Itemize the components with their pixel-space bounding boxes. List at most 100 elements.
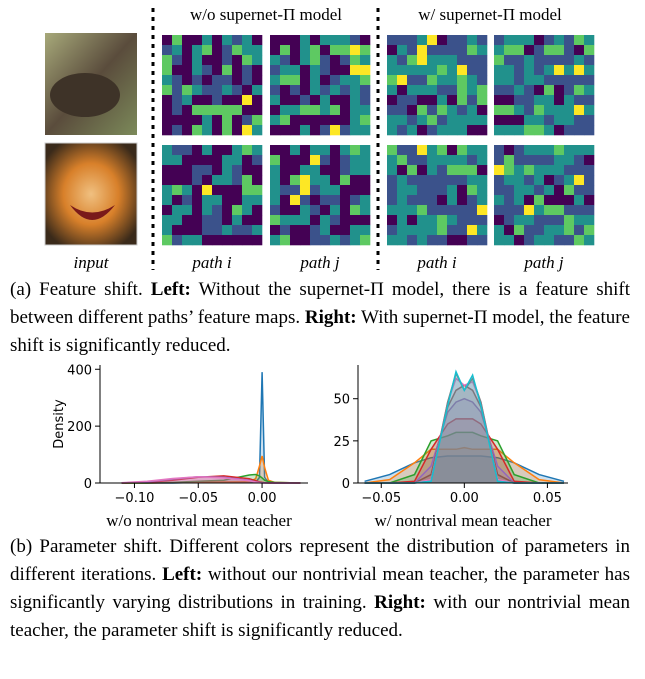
heatmap-cell (574, 85, 584, 95)
heatmap-cell (564, 235, 574, 245)
heatmap-cell (360, 65, 370, 75)
heatmap-cell (270, 235, 280, 245)
heatmap-cell (407, 65, 417, 75)
heatmap-cell (212, 35, 222, 45)
heatmap-cell (407, 105, 417, 115)
heatmap-cell (310, 185, 320, 195)
heatmap-cell (447, 35, 457, 45)
heatmap-cell (524, 125, 534, 135)
heatmap-cell (514, 55, 524, 65)
heatmap-cell (477, 35, 487, 45)
heatmap-cell (387, 85, 397, 95)
heatmap-cell (524, 65, 534, 75)
heatmap-cell (524, 195, 534, 205)
heatmap-cell (310, 55, 320, 65)
heatmap-cell (280, 225, 290, 235)
heatmap-cell (280, 85, 290, 95)
heatmap-cell (417, 125, 427, 135)
heatmap-cell (360, 35, 370, 45)
heatmap-cell (447, 235, 457, 245)
heatmap-cell (544, 175, 554, 185)
heatmap-cell (270, 225, 280, 235)
x-axis-label: w/ nontrival mean teacher (374, 511, 551, 530)
heatmap-cell (320, 165, 330, 175)
heatmap-cell (457, 105, 467, 115)
heatmap-cell (300, 165, 310, 175)
heatmap-cell (514, 125, 524, 135)
heatmap-cell (270, 205, 280, 215)
heatmap-cell (192, 185, 202, 195)
heatmap-cell (232, 85, 242, 95)
heatmap-cell (182, 55, 192, 65)
heatmap-cell (300, 45, 310, 55)
heatmap-cell (494, 185, 504, 195)
heatmap-cell (437, 155, 447, 165)
heatmap-cell (437, 75, 447, 85)
heatmap-cell (554, 75, 564, 85)
heatmap-cell (544, 155, 554, 165)
heatmap-cell (242, 215, 252, 225)
heatmap-cell (457, 65, 467, 75)
heatmap-cell (564, 195, 574, 205)
heatmap-cell (172, 45, 182, 55)
heatmap-cell (182, 225, 192, 235)
heatmap-cell (554, 65, 564, 75)
heatmap-cell (360, 95, 370, 105)
heatmap-cell (192, 125, 202, 135)
heatmap-cell (290, 45, 300, 55)
heatmap-cell (494, 95, 504, 105)
heatmap-cell (270, 105, 280, 115)
heatmap-cell (427, 55, 437, 65)
heatmap-cell (504, 55, 514, 65)
heatmap-cell (310, 125, 320, 135)
heatmap-cell (494, 165, 504, 175)
heatmap-cell (427, 95, 437, 105)
heatmap-cell (290, 75, 300, 85)
heatmap-cell (310, 75, 320, 85)
heatmap-cell (270, 95, 280, 105)
heatmap-cell (467, 65, 477, 75)
heatmap-cell (574, 155, 584, 165)
heatmap-cell (202, 95, 212, 105)
heatmap-cell (477, 145, 487, 155)
heatmap-cell (494, 105, 504, 115)
heatmap-cell (584, 165, 594, 175)
heatmap-cell (280, 65, 290, 75)
heatmap-cell (467, 195, 477, 205)
heatmap-cell (320, 45, 330, 55)
heatmap-cell (397, 55, 407, 65)
heatmap-cell (584, 85, 594, 95)
heatmap-cell (300, 65, 310, 75)
heatmap-cell (232, 155, 242, 165)
heatmap-cell (407, 55, 417, 65)
heatmap-cell (310, 105, 320, 115)
heatmap-cell (270, 65, 280, 75)
heatmap-cell (544, 165, 554, 175)
heatmap-cell (212, 145, 222, 155)
heatmap-cell (397, 115, 407, 125)
heatmap-cell (222, 145, 232, 155)
heatmap-cell (300, 215, 310, 225)
heatmap-cell (320, 95, 330, 105)
heatmap-cell (280, 235, 290, 245)
heatmap-cell (350, 35, 360, 45)
heatmap-cell (554, 225, 564, 235)
heatmap-cell (437, 215, 447, 225)
heatmap-cell (477, 225, 487, 235)
heatmap-cell (437, 185, 447, 195)
heatmap-cell (544, 215, 554, 225)
heatmap-cell (467, 235, 477, 245)
heatmap-cell (437, 105, 447, 115)
heatmap-cell (494, 125, 504, 135)
heatmap-cell (320, 85, 330, 95)
heatmap-cell (417, 65, 427, 75)
heatmap-cell (182, 215, 192, 225)
heatmap-cell (162, 115, 172, 125)
heatmap-cell (584, 65, 594, 75)
heatmap-cell (584, 45, 594, 55)
heatmap-cell (554, 115, 564, 125)
heatmap-cell (397, 185, 407, 195)
heatmap-cell (457, 35, 467, 45)
heatmap-cell (554, 235, 564, 245)
heatmap-cell (192, 35, 202, 45)
